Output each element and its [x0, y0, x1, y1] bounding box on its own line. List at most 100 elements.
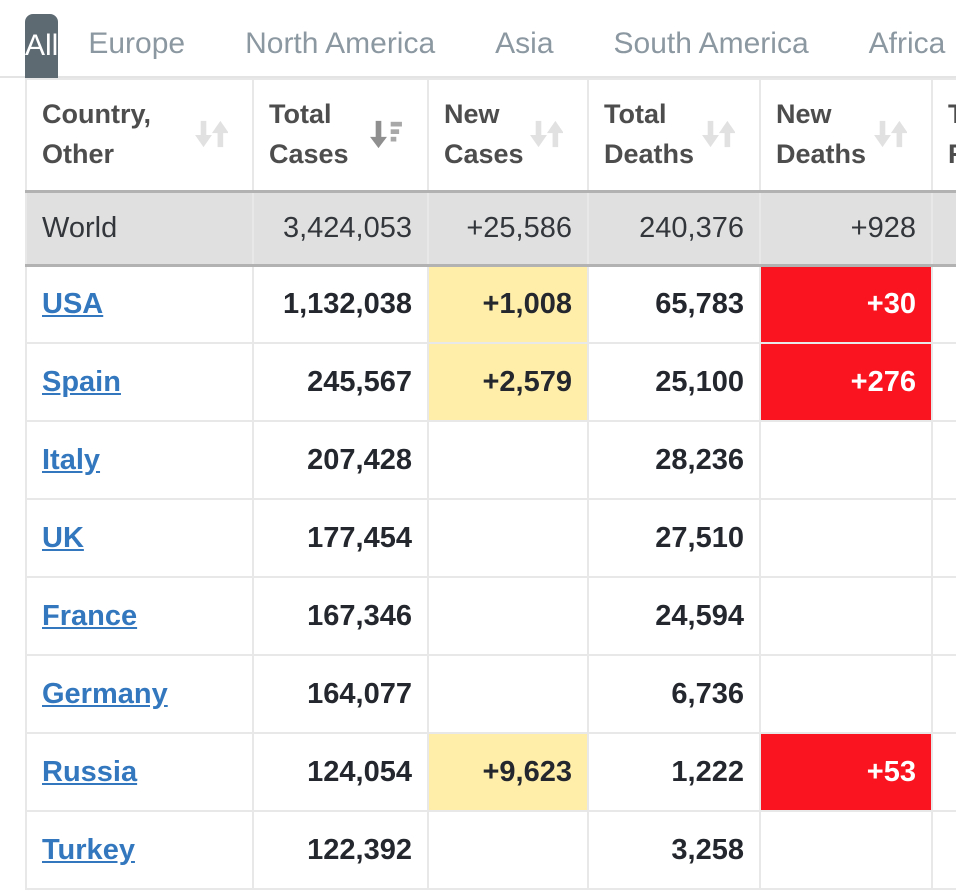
col-header-label: Country,	[42, 99, 151, 129]
tab-north-america[interactable]: North America	[245, 27, 436, 60]
world-label: World	[25, 189, 254, 267]
total-cases-cell: 124,054	[252, 732, 429, 812]
tab-all[interactable]: All	[25, 14, 59, 78]
country-cell: France	[25, 576, 254, 656]
world-new-deaths: +928	[759, 189, 933, 267]
new-deaths-cell: +276	[759, 342, 933, 422]
new-cases-cell	[427, 420, 589, 500]
table-row: UK 177,454 27,510	[25, 498, 956, 578]
col-header-total-cases[interactable]: Total Cases	[252, 78, 429, 193]
total-deaths-cell: 65,783	[587, 264, 761, 344]
total-recovered-cell	[931, 420, 956, 500]
sort-desc-icon[interactable]	[369, 119, 403, 160]
col-header-new-deaths[interactable]: New Deaths	[759, 78, 933, 193]
country-cell: Germany	[25, 654, 254, 734]
header-row: Country, Other Total Cases New Cases Tot…	[25, 78, 956, 193]
world-total-cases: 3,424,053	[252, 189, 429, 267]
country-cell: UK	[25, 498, 254, 578]
total-recovered-cell	[931, 264, 956, 344]
total-cases-cell: 207,428	[252, 420, 429, 500]
col-header-label: Recovered	[948, 134, 956, 174]
country-link[interactable]: Germany	[42, 677, 168, 710]
new-deaths-cell	[759, 576, 933, 656]
total-cases-cell: 1,132,038	[252, 264, 429, 344]
country-cell: Turkey	[25, 810, 254, 890]
tab-europe[interactable]: Europe	[88, 27, 186, 60]
col-header-label: Total	[604, 99, 667, 129]
country-link[interactable]: Italy	[42, 443, 101, 476]
new-deaths-cell: +53	[759, 732, 933, 812]
total-deaths-cell: 3,258	[587, 810, 761, 890]
table-row: Germany 164,077 6,736	[25, 654, 956, 734]
total-deaths-cell: 28,236	[587, 420, 761, 500]
new-cases-cell	[427, 810, 589, 890]
new-deaths-cell: +30	[759, 264, 933, 344]
col-header-new-cases[interactable]: New Cases	[427, 78, 589, 193]
cases-table-viewport: Country, Other Total Cases New Cases Tot…	[25, 78, 956, 890]
tab-asia[interactable]: Asia	[495, 27, 554, 60]
col-header-total-deaths[interactable]: Total Deaths	[587, 78, 761, 193]
col-header-country[interactable]: Country, Other	[25, 78, 254, 193]
world-total-recovered	[931, 189, 956, 267]
new-deaths-cell	[759, 498, 933, 578]
country-link[interactable]: Turkey	[42, 833, 135, 866]
total-deaths-cell: 25,100	[587, 342, 761, 422]
total-deaths-cell: 1,222	[587, 732, 761, 812]
new-cases-cell: +2,579	[427, 342, 589, 422]
country-link[interactable]: UK	[42, 521, 84, 554]
col-header-label: Cases	[269, 139, 349, 169]
country-link[interactable]: France	[42, 599, 138, 632]
new-cases-cell	[427, 654, 589, 734]
new-cases-cell	[427, 498, 589, 578]
col-header-label: Other	[42, 139, 115, 169]
sort-both-icon[interactable]	[873, 119, 908, 160]
table-row: Russia 124,054 +9,623 1,222 +53	[25, 732, 956, 812]
total-cases-cell: 167,346	[252, 576, 429, 656]
col-header-total-recovered[interactable]: Total Recovered	[931, 78, 956, 193]
col-header-label: Total	[948, 94, 956, 134]
total-recovered-cell	[931, 654, 956, 734]
new-deaths-cell	[759, 810, 933, 890]
new-cases-cell: +1,008	[427, 264, 589, 344]
sort-both-icon[interactable]	[194, 119, 229, 160]
region-tab-bar: All Europe North America Asia South Amer…	[0, 0, 956, 78]
total-recovered-cell	[931, 576, 956, 656]
world-total-deaths: 240,376	[587, 189, 761, 267]
country-link[interactable]: Russia	[42, 755, 138, 788]
total-cases-cell: 177,454	[252, 498, 429, 578]
country-link[interactable]: Spain	[42, 365, 121, 398]
table-row: USA 1,132,038 +1,008 65,783 +30	[25, 264, 956, 344]
total-recovered-cell	[931, 498, 956, 578]
col-header-label: New	[776, 99, 832, 129]
sort-both-icon[interactable]	[529, 119, 564, 160]
country-cell: Russia	[25, 732, 254, 812]
new-cases-cell: +9,623	[427, 732, 589, 812]
col-header-label: Cases	[444, 139, 524, 169]
col-header-label: Total	[269, 99, 332, 129]
tab-africa[interactable]: Africa	[868, 27, 946, 60]
country-link[interactable]: USA	[42, 287, 104, 320]
total-deaths-cell: 6,736	[587, 654, 761, 734]
sort-both-icon[interactable]	[701, 119, 736, 160]
total-cases-cell: 245,567	[252, 342, 429, 422]
cases-table: Country, Other Total Cases New Cases Tot…	[25, 78, 956, 890]
new-cases-cell	[427, 576, 589, 656]
table-row: France 167,346 24,594	[25, 576, 956, 656]
total-cases-cell: 122,392	[252, 810, 429, 890]
new-deaths-cell	[759, 654, 933, 734]
table-row: Spain 245,567 +2,579 25,100 +276	[25, 342, 956, 422]
total-recovered-cell	[931, 342, 956, 422]
tab-south-america[interactable]: South America	[613, 27, 809, 60]
table-row: Turkey 122,392 3,258	[25, 810, 956, 890]
col-header-label: Deaths	[604, 139, 695, 169]
col-header-label: Deaths	[776, 139, 867, 169]
country-cell: Italy	[25, 420, 254, 500]
col-header-label: New	[444, 99, 500, 129]
country-cell: USA	[25, 264, 254, 344]
total-deaths-cell: 27,510	[587, 498, 761, 578]
table-row: Italy 207,428 28,236	[25, 420, 956, 500]
total-deaths-cell: 24,594	[587, 576, 761, 656]
new-deaths-cell	[759, 420, 933, 500]
total-recovered-cell	[931, 810, 956, 890]
total-cases-cell: 164,077	[252, 654, 429, 734]
